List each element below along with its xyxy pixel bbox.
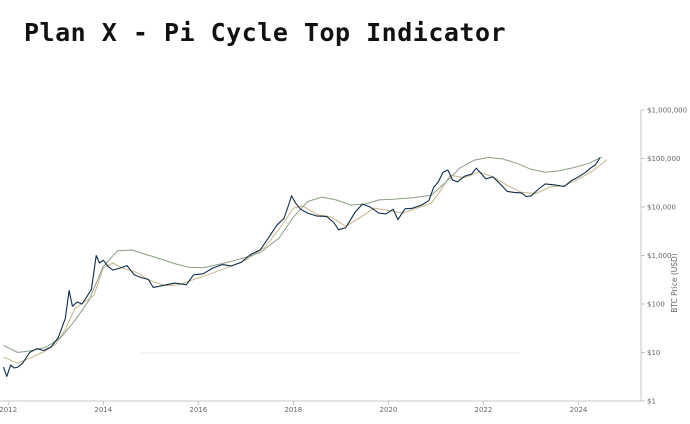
- y-axis-label: BTC Price (USD): [670, 253, 679, 313]
- x-tick-label: 2024: [570, 406, 588, 414]
- y-tick-label: $100,000: [647, 155, 680, 163]
- y-tick-label: $100: [647, 301, 665, 309]
- ma350x2-line: [3, 156, 603, 353]
- y-tick-label: $1,000,000: [647, 107, 687, 115]
- y-tick-label: $1,000: [647, 252, 672, 260]
- ma111-line: [3, 159, 608, 364]
- y-tick-label: $10,000: [647, 204, 676, 212]
- y-axis-ticks: $1 $10 $100 $1,000 $10,000 $100,000 $1,000,000: [641, 107, 687, 406]
- x-tick-label: 2018: [284, 406, 302, 414]
- x-axis-ticks: 2012 2014 2016 2018 2020 2022 2024: [0, 401, 588, 414]
- x-tick-label: 2020: [379, 406, 397, 414]
- chart-title: Plan X - Pi Cycle Top Indicator: [24, 18, 507, 47]
- x-tick-label: 2016: [189, 406, 207, 414]
- x-tick-label: 2022: [475, 406, 493, 414]
- series-group: [2, 156, 608, 378]
- y-tick-label: $1: [647, 398, 656, 406]
- x-tick-label: 2012: [0, 406, 17, 414]
- price-line: [2, 157, 601, 378]
- x-tick-label: 2014: [94, 406, 112, 414]
- y-tick-label: $10: [647, 349, 660, 357]
